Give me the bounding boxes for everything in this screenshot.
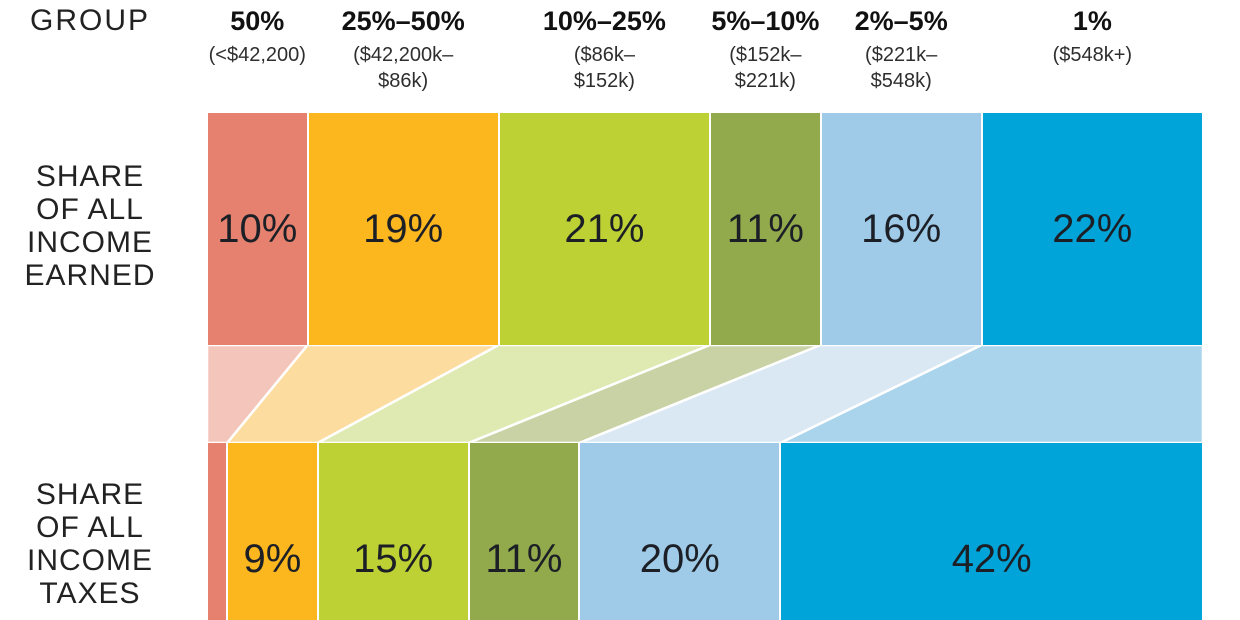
income-segment-2: 19% [308,113,498,345]
income-segment-1-value: 10% [217,207,298,251]
group-label-3: 10%–25% [542,6,666,36]
group-label-1: 50% [230,6,285,36]
tax-segment-3: 15% [318,443,468,620]
income-segment-2-value: 19% [363,207,444,251]
group-income-range-1: (<$42,200) [208,44,306,66]
tax-segment-6: 42% [781,443,1202,620]
income-segment-5-value: 16% [861,207,942,251]
tax-segment-4-value: 11% [485,537,563,581]
income-segment-5: 16% [821,113,981,345]
income-segment-6: 22% [982,113,1202,345]
income-segment-1: 10% [208,113,307,345]
income-segment-3: 21% [499,113,710,345]
tax-segment-5-value: 20% [639,537,720,581]
group-label-4: 5%–10% [711,6,820,36]
tax-segment-6-value: 42% [951,537,1032,581]
tax-segment-1 [208,443,227,620]
group-income-range-4: ($152k– $221k) [729,44,802,92]
group-caption: GROUP [30,4,151,37]
income-segment-6-value: 22% [1052,207,1133,251]
tax-segment-2-value: 9% [243,537,302,581]
group-label-2: 25%–50% [341,6,465,36]
tax-segment-4: 11% [469,443,579,620]
income-segment-3-value: 21% [564,207,645,251]
group-income-range-2: ($42,200k– $86k) [353,44,454,92]
group-label-6: 1% [1072,6,1112,36]
tax-segment-2: 9% [228,443,317,620]
income-segment-4: 11% [711,113,820,345]
row-label-income-taxes: SHARE OF ALL INCOME TAXES [27,478,153,610]
group-label-5: 2%–5% [854,6,948,36]
group-income-range-3: ($86k– $152k) [573,44,635,92]
tax-segment-3-value: 15% [353,537,434,581]
tax-segment-5: 20% [580,443,780,620]
income-segment-4-value: 11% [726,207,804,251]
row-label-income-earned: SHARE OF ALL INCOME EARNED [24,160,156,292]
group-income-range-6: ($548k+) [1052,44,1133,66]
group-income-range-5: ($221k– $548k) [865,44,938,92]
flow-band-6 [779,343,1205,445]
